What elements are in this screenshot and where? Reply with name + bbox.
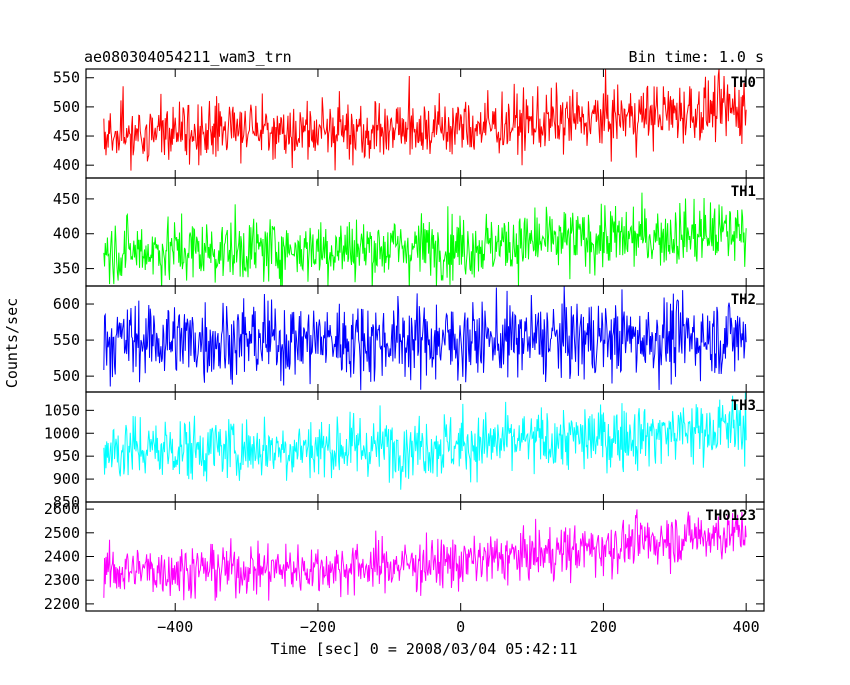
panel-frame bbox=[85, 501, 765, 612]
y-tick-label: 1050 bbox=[44, 401, 80, 419]
x-axis: −400 −200 0 200 400 bbox=[157, 618, 760, 636]
bin-time-label: Bin time: 1.0 s bbox=[629, 48, 764, 66]
y-tick-label: 400 bbox=[53, 156, 80, 174]
y-tick-label: 2300 bbox=[44, 571, 80, 589]
x-tick-label: 200 bbox=[590, 618, 617, 636]
panel-label-th3: TH3 bbox=[731, 398, 756, 414]
series-line-th1 bbox=[103, 192, 747, 286]
y-tick-label: 600 bbox=[53, 295, 80, 313]
y-tick-label: 850 bbox=[53, 493, 80, 511]
y-tick-label: 500 bbox=[53, 98, 80, 116]
series-line-th2 bbox=[103, 286, 747, 391]
x-tick-label: −400 bbox=[157, 618, 193, 636]
y-tick-label: 450 bbox=[53, 190, 80, 208]
panel-label-th0123: TH0123 bbox=[705, 508, 756, 524]
y-tick-label: 350 bbox=[53, 260, 80, 278]
panel-th0: 400 450 500 550 TH0 bbox=[53, 68, 765, 179]
panel-label-th1: TH1 bbox=[731, 184, 756, 200]
panel-th0123: 2200 2300 2400 2500 2600 TH0123 bbox=[44, 500, 765, 613]
series-line-th0123 bbox=[103, 509, 747, 601]
panel-th2: 500 550 600 TH2 bbox=[53, 285, 765, 393]
y-tick-label: 550 bbox=[53, 331, 80, 349]
panel-th1: 350 400 450 TH1 bbox=[53, 177, 765, 287]
y-tick-label: 550 bbox=[53, 69, 80, 87]
panel-label-th0: TH0 bbox=[731, 75, 756, 91]
y-tick-label: 900 bbox=[53, 470, 80, 488]
series-line-th3 bbox=[103, 392, 747, 490]
x-tick-label: −200 bbox=[300, 618, 336, 636]
x-axis-label: Time [sec] 0 = 2008/03/04 05:42:11 bbox=[270, 640, 577, 658]
series-line-th0 bbox=[103, 69, 747, 171]
panels-layer: 400 450 500 550 TH0 350 400 450 TH1 500 550 600 TH2 8… bbox=[44, 68, 765, 613]
y-tick-label: 2600 bbox=[44, 500, 80, 518]
chart-title: ae080304054211_wam3_trn bbox=[84, 48, 292, 66]
y-axis-label: Counts/sec bbox=[3, 298, 21, 388]
y-tick-label: 1000 bbox=[44, 424, 80, 442]
panel-th3: 850 900 950 1000 1050 TH3 bbox=[44, 391, 765, 511]
y-tick-label: 950 bbox=[53, 447, 80, 465]
x-tick-label: 0 bbox=[456, 618, 465, 636]
y-tick-label: 450 bbox=[53, 127, 80, 145]
y-tick-label: 500 bbox=[53, 367, 80, 385]
panel-label-th2: TH2 bbox=[731, 292, 756, 308]
y-tick-label: 2500 bbox=[44, 524, 80, 542]
y-tick-label: 2400 bbox=[44, 548, 80, 566]
x-tick-label: 400 bbox=[733, 618, 760, 636]
y-tick-label: 2200 bbox=[44, 595, 80, 613]
y-tick-label: 400 bbox=[53, 225, 80, 243]
